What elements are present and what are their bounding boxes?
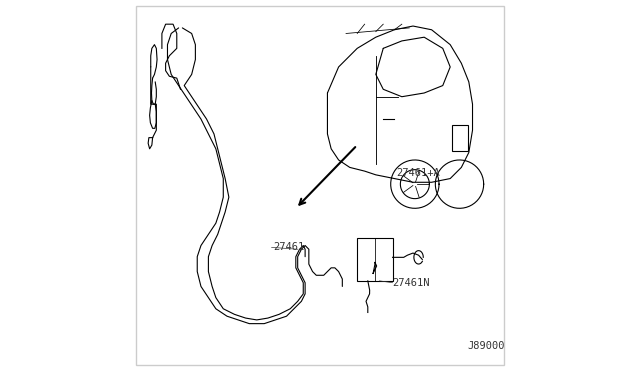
Bar [452, 125, 468, 151]
Text: 27461+A: 27461+A [396, 168, 440, 178]
Bar [357, 238, 392, 281]
Text: 27461N: 27461N [392, 278, 430, 288]
Text: J89000: J89000 [467, 341, 504, 351]
Text: 27461: 27461 [273, 243, 305, 252]
